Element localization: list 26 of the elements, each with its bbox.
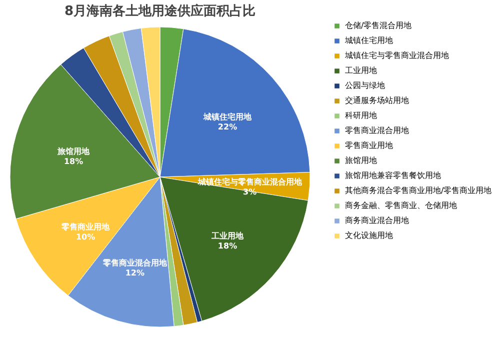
slice-label: 旅馆用地 (56, 146, 91, 156)
legend-label: 城镇住宅用地 (344, 36, 393, 45)
legend-label: 商务商业混合用地 (345, 216, 409, 225)
chart-title: 8月海南各土地用途供应面积占比 (64, 3, 256, 19)
data-label: 18% (218, 242, 238, 251)
slice-label: 工业用地 (210, 232, 245, 241)
slice-label: 零售商业用地 (60, 222, 111, 232)
legend-label: 仓储/零售混合用地 (345, 21, 412, 30)
data-label: 22% (218, 122, 238, 132)
legend-label: 旅馆用地 (345, 156, 377, 165)
data-label: 10% (76, 232, 96, 242)
legend-label: 旅馆用地兼容零售餐饮用地 (345, 171, 441, 180)
legend-label: 零售商业用地 (345, 141, 393, 150)
legend-label: 文化设施用地 (345, 231, 393, 240)
legend-label: 工业用地 (345, 66, 377, 75)
legend-label: 交通服务场站用地 (345, 96, 409, 105)
legend-label: 其他商务混合零售商业用地/零售商业用地 (345, 186, 492, 195)
legend-label: 零售商业混合用地 (345, 126, 409, 135)
slice-label: 零售商业混合用地 (102, 257, 168, 268)
data-label: 12% (125, 268, 144, 278)
legend-label: 公园与绿地 (345, 81, 385, 90)
legend-label: 科研用地 (345, 111, 377, 120)
data-label: 18% (64, 156, 84, 166)
legend-label: 商务金融、零售商业、仓储用地 (345, 201, 457, 210)
legend-label: 城镇住宅与零售商业混合用地 (344, 51, 449, 60)
slice-label: 城镇住宅用地 (202, 111, 253, 122)
